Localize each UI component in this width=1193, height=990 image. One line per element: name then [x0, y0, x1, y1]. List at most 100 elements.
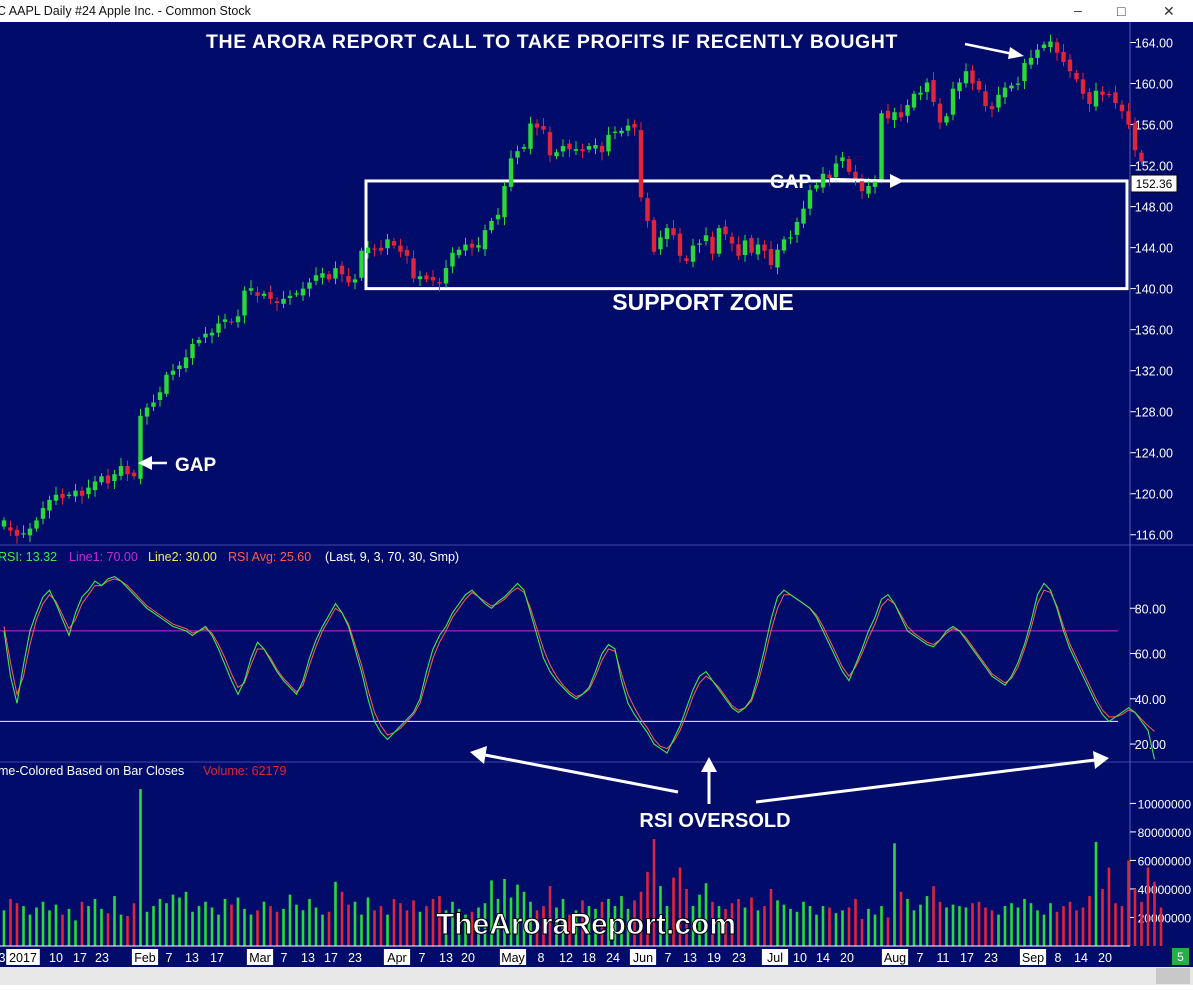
volume-bar [243, 908, 246, 946]
volume-bar [438, 896, 441, 946]
headline-annotation: THE ARORA REPORT CALL TO TAKE PROFITS IF… [206, 31, 898, 53]
volume-bars [2, 789, 1163, 946]
volume-axis: 10000000 80000000 60000000 40000000 20000000 [1130, 797, 1191, 925]
price-tick-label: 160.00 [1135, 78, 1173, 92]
candle-body [476, 245, 481, 248]
candle-body [502, 186, 507, 218]
volume-bar [646, 871, 649, 946]
volume-bar [587, 906, 591, 946]
volume-bar [386, 914, 389, 946]
volume-bar [35, 907, 38, 946]
volume-bar [444, 910, 448, 946]
volume-bar [652, 839, 656, 946]
candle-body [294, 293, 299, 295]
candle-body [1106, 93, 1112, 96]
gap-left-arrow-head [138, 456, 152, 470]
volume-bar [431, 898, 435, 946]
candle-body [177, 365, 182, 370]
candle-body [918, 92, 923, 95]
candle-body [833, 163, 839, 178]
oversold-arrow-middle-head [701, 757, 717, 772]
volume-bar [1146, 867, 1150, 946]
candle-body [274, 301, 280, 303]
candle-body [40, 508, 46, 519]
candle-body [788, 237, 793, 239]
candle-body [716, 228, 722, 254]
x-axis-label: 12 [559, 951, 573, 965]
volume-bar [828, 907, 831, 946]
candle-body [684, 258, 689, 261]
x-axis-label: 18 [582, 951, 596, 965]
volume-bar [61, 914, 64, 946]
candle-body [53, 494, 59, 501]
candle-body [573, 149, 579, 151]
volume-bar [1120, 906, 1124, 946]
volume-bar [1081, 907, 1085, 946]
volume-bar [93, 898, 97, 946]
volume-bar [360, 914, 363, 946]
candle-body [1100, 91, 1105, 95]
candle-body [1080, 79, 1086, 94]
volume-bar [750, 897, 753, 946]
volume-bar [685, 888, 688, 946]
price-tick-label: 144.00 [1135, 242, 1173, 256]
candle-body [1009, 85, 1014, 89]
gap-right-arrow-head [890, 174, 904, 188]
candle-body [450, 252, 455, 267]
volume-bar [698, 894, 701, 946]
candle-body [326, 274, 332, 280]
volume-bar [1068, 901, 1072, 946]
volume-bar [282, 908, 285, 946]
volume-bar [106, 913, 110, 946]
candle-body [742, 240, 748, 255]
scrollbar-thumb[interactable] [1156, 968, 1190, 984]
x-axis-label: 13 [185, 951, 199, 965]
volume-bar [48, 910, 51, 946]
candle-body [404, 250, 410, 256]
candle-body [261, 293, 267, 296]
candle-body [73, 490, 78, 497]
candle-body [66, 494, 72, 496]
price-tick-label: 132.00 [1135, 365, 1173, 379]
volume-bar [22, 906, 25, 946]
candle-body [1022, 63, 1027, 82]
candle-body [671, 228, 676, 236]
volume-bar [971, 903, 974, 946]
price-tick-label: 124.00 [1135, 447, 1173, 461]
gap-right-annotation: GAP [770, 172, 812, 193]
volume-bar [314, 907, 318, 946]
candle-body [645, 198, 650, 221]
minimize-icon[interactable]: – [1074, 2, 1082, 18]
volume-bar [1003, 906, 1007, 946]
candle-body [794, 221, 800, 235]
volume-bar [41, 901, 45, 946]
volume-bar [594, 908, 597, 946]
price-tick-label: 116.00 [1136, 529, 1173, 543]
candle-body [118, 466, 124, 476]
maximize-icon[interactable]: □ [1117, 3, 1126, 19]
x-axis-label: Mar [249, 951, 271, 965]
candle-body [34, 520, 39, 529]
candle-body [931, 80, 936, 102]
volume-bar [535, 910, 539, 946]
volume-bar [418, 911, 422, 946]
candle-body [970, 70, 975, 84]
x-axis-label: 13 [301, 951, 315, 965]
oversold-arrow-right-shaft [755, 758, 1096, 804]
gap-left-annotation: GAP [175, 455, 217, 476]
close-icon[interactable]: ✕ [1163, 3, 1175, 19]
volume-bar [665, 906, 669, 946]
horizontal-scrollbar[interactable] [0, 967, 1193, 985]
x-axis-label: 23 [732, 951, 746, 965]
volume-bar [28, 914, 32, 946]
x-axis-label: 17 [210, 951, 224, 965]
volume-bar [548, 886, 552, 946]
candle-body [151, 402, 156, 407]
volume-legend-value: Volume: 62179 [203, 764, 286, 778]
volume-bar [919, 904, 922, 946]
headline-arrow-head [1008, 47, 1024, 59]
candle-body [697, 243, 702, 245]
rsi-tick-label: 80.00 [1135, 602, 1166, 616]
candle-body [1054, 42, 1060, 53]
candle-body [528, 123, 533, 149]
